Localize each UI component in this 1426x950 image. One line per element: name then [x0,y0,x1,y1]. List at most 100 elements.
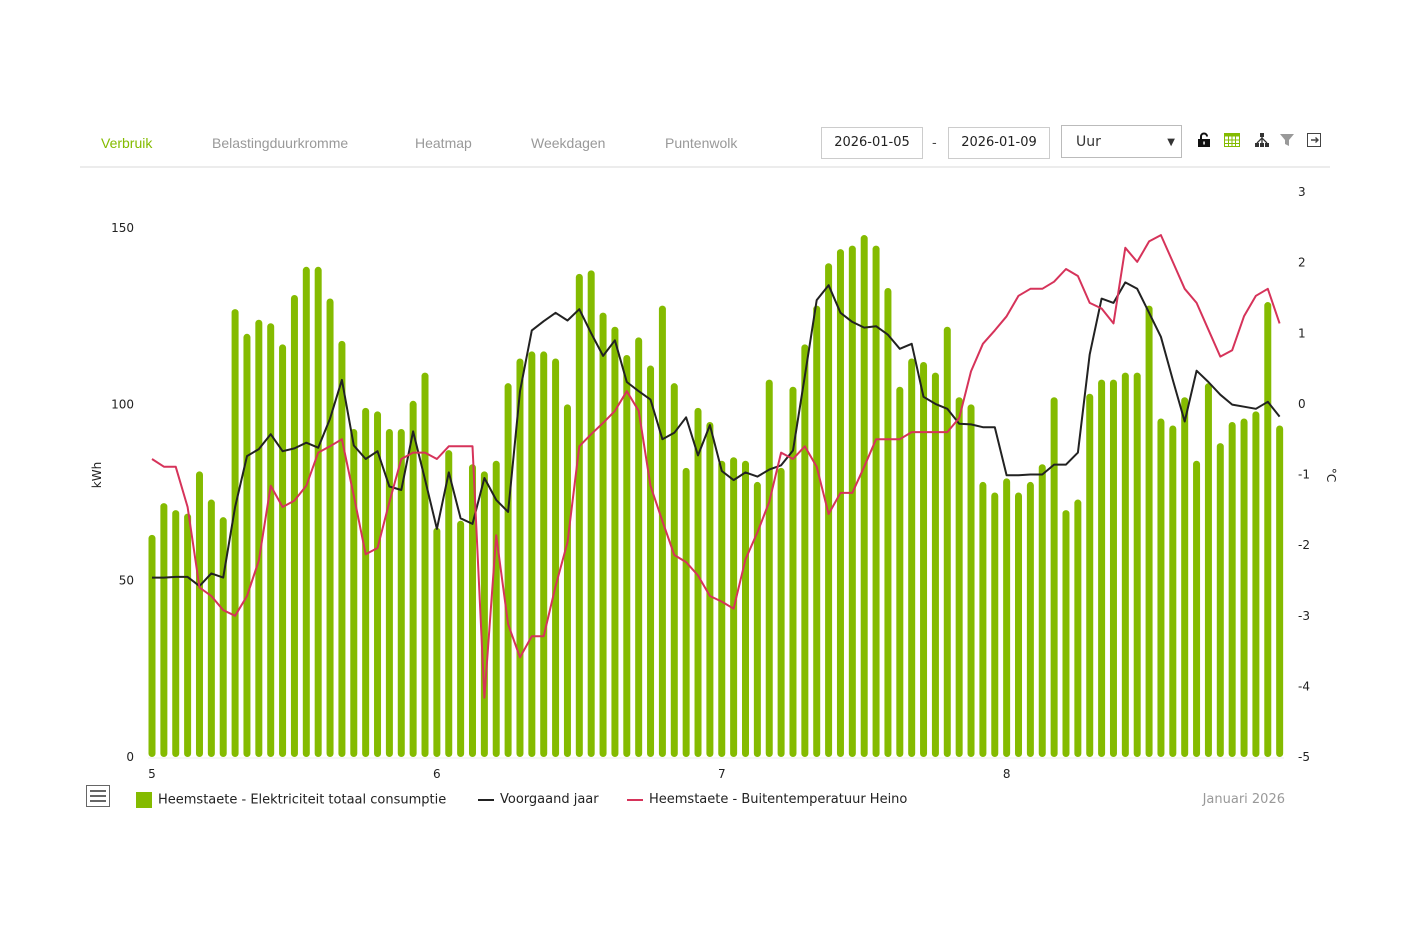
consumption-bar[interactable] [1204,383,1212,757]
consumption-bar[interactable] [1015,492,1023,758]
consumption-bar[interactable] [279,344,287,757]
consumption-bar[interactable] [813,305,821,757]
consumption-bar[interactable] [658,305,666,757]
consumption-bar[interactable] [1086,393,1094,757]
consumption-bar[interactable] [836,249,844,757]
consumption-bar[interactable] [872,245,880,757]
legend-item-temperature[interactable]: Heemstaete - Buitentemperatuur Heino [627,792,907,807]
consumption-bar[interactable] [219,517,227,757]
consumption-bar[interactable] [1228,421,1236,757]
consumption-bar[interactable] [267,323,275,757]
consumption-bar[interactable] [682,467,690,757]
consumption-bar[interactable] [1193,460,1201,757]
consumption-bar[interactable] [753,481,761,757]
consumption-bar[interactable] [255,319,263,757]
consumption-bar[interactable] [860,235,868,757]
consumption-bar[interactable] [575,273,583,757]
consumption-bar[interactable] [207,499,215,757]
consumption-bar[interactable] [468,464,476,757]
consumption-bar[interactable] [421,372,429,757]
consumption-bar[interactable] [540,351,548,757]
tab-weekdagen[interactable]: Weekdagen [531,135,606,151]
consumption-bar[interactable] [1038,464,1046,757]
consumption-bar[interactable] [326,298,334,757]
consumption-bar[interactable] [991,492,999,758]
consumption-bar[interactable] [647,365,655,757]
consumption-bar[interactable] [1121,372,1129,757]
consumption-bar[interactable] [433,527,441,757]
consumption-bar[interactable] [1026,481,1034,757]
consumption-bar[interactable] [706,421,714,757]
consumption-bar[interactable] [457,520,465,757]
tab-puntenwolk[interactable]: Puntenwolk [665,135,738,151]
consumption-bar[interactable] [801,344,809,757]
consumption-bar[interactable] [528,351,536,757]
filter-icon[interactable] [1279,132,1295,148]
consumption-bar[interactable] [231,309,239,757]
consumption-bar[interactable] [480,471,488,757]
consumption-bar[interactable] [789,386,797,757]
consumption-bar[interactable] [967,404,975,757]
hierarchy-icon[interactable] [1254,132,1270,148]
consumption-bar[interactable] [1133,372,1141,757]
consumption-bar[interactable] [172,510,180,757]
consumption-bar[interactable] [1264,302,1272,757]
consumption-bar[interactable] [623,354,631,757]
consumption-bar[interactable] [552,358,560,757]
date-from-input[interactable]: 2026-01-05 [821,127,923,159]
date-to-input[interactable]: 2026-01-09 [948,127,1050,159]
consumption-bar[interactable] [1098,379,1106,757]
consumption-bar[interactable] [979,481,987,757]
consumption-bar[interactable] [765,379,773,757]
table-icon[interactable] [1224,132,1240,148]
consumption-bar[interactable] [1074,499,1082,757]
consumption-bar[interactable] [409,400,417,757]
consumption-bar[interactable] [445,450,453,757]
consumption-bar[interactable] [1062,510,1070,757]
consumption-bar[interactable] [563,404,571,757]
consumption-bar[interactable] [908,358,916,757]
consumption-bar[interactable] [1109,379,1117,757]
interval-select[interactable]: Uur ▼ [1061,125,1182,158]
consumption-bar[interactable] [1169,425,1177,757]
consumption-bar[interactable] [195,471,203,757]
export-icon[interactable] [1306,132,1322,148]
consumption-bar[interactable] [943,326,951,757]
consumption-bar[interactable] [160,503,168,757]
consumption-bar[interactable] [504,383,512,757]
consumption-bar[interactable] [184,513,192,757]
tab-heatmap[interactable]: Heatmap [415,135,472,151]
consumption-bar[interactable] [1276,425,1284,757]
consumption-bar[interactable] [516,358,524,757]
consumption-bar[interactable] [148,534,156,757]
consumption-bar[interactable] [314,266,322,757]
consumption-bar[interactable] [1050,397,1058,757]
consumption-bar[interactable] [670,383,678,757]
consumption-bar[interactable] [635,337,643,757]
consumption-bar[interactable] [1181,397,1189,757]
consumption-bar[interactable] [362,407,370,757]
consumption-bar[interactable] [243,333,251,757]
consumption-bar[interactable] [884,287,892,757]
consumption-bar[interactable] [1216,443,1224,757]
consumption-bar[interactable] [350,429,358,757]
consumption-bar[interactable] [1145,305,1153,757]
consumption-bar[interactable] [955,397,963,757]
consumption-bar[interactable] [1240,418,1248,757]
consumption-bar[interactable] [599,312,607,757]
consumption-bar[interactable] [338,340,346,757]
consumption-bar[interactable] [742,460,749,757]
consumption-bar[interactable] [896,386,904,757]
consumption-bar[interactable] [302,266,310,757]
consumption-bar[interactable] [718,460,726,757]
legend-item-previous-year[interactable]: Voorgaand jaar [478,792,599,807]
consumption-bar[interactable] [1003,478,1011,757]
tab-belastingduurkromme[interactable]: Belastingduurkromme [212,135,349,151]
consumption-bar[interactable] [290,295,298,757]
consumption-bar[interactable] [587,270,595,757]
consumption-bar[interactable] [931,372,939,757]
consumption-bar[interactable] [1157,418,1165,757]
consumption-bar[interactable] [397,429,405,757]
consumption-bar[interactable] [492,460,500,757]
consumption-bar[interactable] [920,362,928,757]
